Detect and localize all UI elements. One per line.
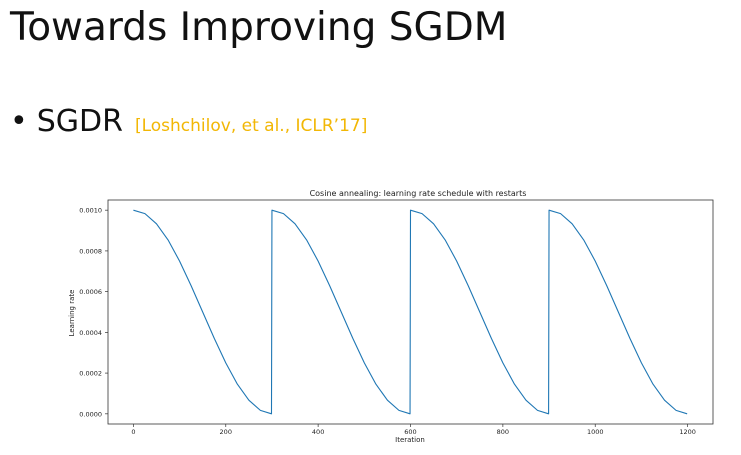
y-tick-label: 0.0008 <box>79 247 102 255</box>
x-tick-label: 0 <box>131 428 135 436</box>
chart-title: Cosine annealing: learning rate schedule… <box>310 189 527 198</box>
slide-title: Towards Improving SGDM <box>10 5 508 50</box>
x-tick-label: 1000 <box>587 428 604 436</box>
bullet-dot: • <box>10 104 28 139</box>
y-tick-label: 0.0002 <box>79 370 102 378</box>
y-axis-label: Learning rate <box>68 290 76 337</box>
x-tick-label: 800 <box>497 428 509 436</box>
x-axis-ticks: 0 200 400 600 800 1000 1200 <box>131 424 696 436</box>
bullet-term: SGDR <box>36 104 123 139</box>
y-axis-ticks: 0.0000 0.0002 0.0004 0.0006 0.0008 0.0010 <box>79 207 108 418</box>
lr-series-line <box>133 209 688 415</box>
y-tick-label: 0.0006 <box>79 288 102 296</box>
x-tick-label: 200 <box>220 428 232 436</box>
bullet-item: • SGDR [Loshchilov, et al., ICLR’17] <box>10 104 367 148</box>
lr-series <box>133 209 688 415</box>
y-tick-label: 0.0004 <box>79 329 102 337</box>
x-axis-label: Iteration <box>395 436 425 444</box>
y-tick-label: 0.0010 <box>79 207 102 215</box>
x-tick-label: 600 <box>404 428 416 436</box>
bullet-citation: [Loshchilov, et al., ICLR’17] <box>134 116 368 136</box>
x-tick-label: 1200 <box>679 428 696 436</box>
x-tick-label: 400 <box>312 428 324 436</box>
y-tick-label: 0.0000 <box>79 410 102 418</box>
